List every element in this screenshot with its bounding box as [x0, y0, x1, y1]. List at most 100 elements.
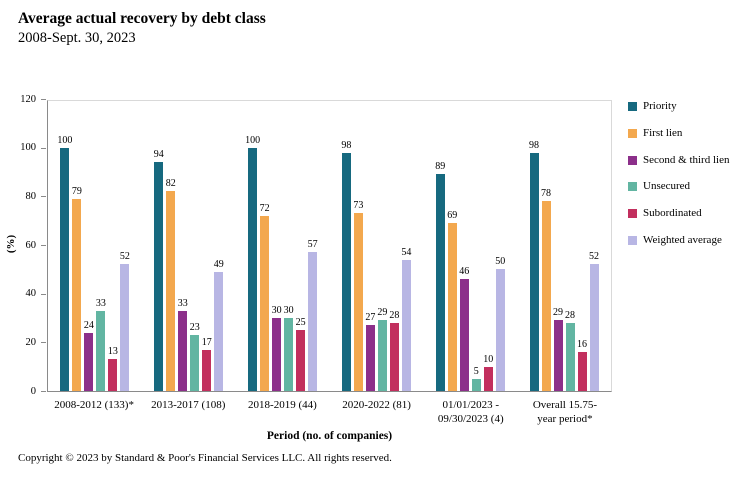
bar — [120, 264, 130, 391]
bar — [529, 152, 539, 391]
bar-slot: 28 — [389, 101, 400, 391]
bar-value-label: 52 — [589, 251, 600, 263]
legend-swatch — [628, 155, 637, 165]
legend-label: First lien — [643, 126, 683, 139]
bar-value-label: 33 — [95, 297, 106, 309]
bar — [389, 322, 399, 391]
bar — [577, 352, 587, 391]
bar-slot: 17 — [201, 101, 212, 391]
y-tick-label: 60 — [25, 239, 37, 251]
bar — [260, 215, 270, 391]
bar-slot: 10 — [483, 101, 494, 391]
bar — [553, 320, 563, 391]
bar — [471, 378, 481, 391]
bar — [353, 213, 363, 391]
legend-swatch — [628, 102, 637, 111]
bar-value-label: 5 — [473, 365, 479, 377]
legend-label: Priority — [643, 100, 677, 112]
bar-slot: 29 — [377, 101, 388, 391]
x-tick-label: 2020-2022 (81) — [342, 399, 411, 411]
bar-value-label: 27 — [365, 312, 376, 324]
legend-item: Second & third lien — [628, 154, 746, 168]
bar-value-label: 94 — [153, 149, 164, 161]
bar-value-label: 17 — [201, 336, 212, 348]
bar-value-label: 29 — [553, 307, 564, 319]
bar-slot: 79 — [71, 101, 82, 391]
bar — [341, 152, 351, 391]
bar-value-label: 25 — [295, 317, 306, 329]
bar-value-label: 100 — [57, 134, 73, 146]
bar-slot: 30 — [272, 101, 282, 391]
bar-value-label: 16 — [577, 339, 588, 351]
legend-label: Subordinated — [643, 207, 702, 219]
y-tick-mark — [41, 196, 46, 198]
bar — [447, 223, 457, 391]
bar — [459, 279, 469, 391]
bar-value-label: 33 — [177, 297, 188, 309]
bar — [190, 335, 200, 391]
bar-value-label: 23 — [189, 322, 200, 334]
x-tick-label: 01/01/2023 - 09/30/2023 (4) — [437, 399, 504, 425]
bar — [483, 366, 493, 391]
bar-value-label: 79 — [71, 185, 82, 197]
x-tick-label: Overall 15.75- year period* — [532, 399, 598, 425]
bar — [365, 325, 375, 391]
bar-value-label: 29 — [377, 307, 388, 319]
bar — [154, 162, 164, 391]
bar-value-label: 78 — [541, 188, 552, 200]
bar-value-label: 72 — [259, 202, 270, 214]
bar-slot: 27 — [365, 101, 376, 391]
bar-value-label: 54 — [401, 246, 412, 258]
bar-slot: 24 — [84, 101, 94, 391]
bar — [272, 318, 282, 391]
x-axis-labels: 2008-2012 (133)* 2013-2017 (108) 2018-2019… — [47, 399, 612, 427]
legend-swatch — [628, 209, 637, 218]
bar — [214, 271, 224, 391]
bar-value-label: 28 — [389, 309, 400, 321]
legend-swatch — [628, 182, 637, 192]
legend-swatch — [628, 128, 637, 138]
bar-slot: 49 — [214, 101, 224, 391]
y-tick-mark — [41, 293, 46, 295]
bar-slot: 82 — [166, 101, 176, 391]
bar-slot: 50 — [495, 101, 505, 391]
y-tick-label: 20 — [25, 336, 37, 348]
y-tick-mark — [41, 147, 46, 149]
y-tick-label: 80 — [25, 190, 37, 202]
bar-group: 89 69 46 5 10 50 — [423, 101, 517, 391]
bar — [541, 201, 551, 391]
bar — [296, 330, 306, 391]
bar — [435, 174, 445, 391]
bar-slot: 29 — [553, 101, 564, 391]
bar-group: 98 73 27 29 28 54 — [329, 101, 423, 391]
bar-slot: 100 — [245, 101, 261, 391]
bar-value-label: 57 — [307, 239, 318, 251]
bar-slot: 16 — [577, 101, 588, 391]
bar-value-label: 30 — [283, 305, 294, 316]
bar — [589, 264, 599, 391]
bar-group: 98 78 29 28 16 52 — [517, 101, 611, 391]
plot-area: 100 79 24 33 13 52 94 82 33 23 17 49 100 72 30 30 25 57 98… — [47, 100, 612, 392]
bar-slot: 57 — [307, 101, 318, 391]
y-tick-mark — [41, 342, 46, 344]
bar-value-label: 100 — [245, 134, 261, 146]
bar-slot: 100 — [57, 101, 73, 391]
x-tick-label: 2018-2019 (44) — [248, 399, 317, 411]
bar — [178, 310, 188, 391]
bar — [108, 359, 118, 391]
bar — [84, 332, 94, 391]
y-tick-label: 120 — [20, 93, 36, 105]
y-axis: 0 20 40 60 80 100 120 — [0, 94, 46, 396]
bar-value-label: 98 — [341, 139, 352, 151]
y-tick-label: 40 — [25, 288, 37, 300]
legend-item: Subordinated — [628, 207, 746, 221]
bar-slot: 94 — [153, 101, 164, 391]
bar-slot: 13 — [107, 101, 118, 391]
bar-slot: 52 — [120, 101, 130, 391]
legend: Priority First lien Second & third lien Uns… — [628, 100, 746, 261]
bar-value-label: 10 — [483, 353, 494, 365]
bar-value-label: 13 — [107, 346, 118, 358]
bar — [401, 259, 411, 391]
legend-item: Weighted average — [628, 234, 746, 248]
